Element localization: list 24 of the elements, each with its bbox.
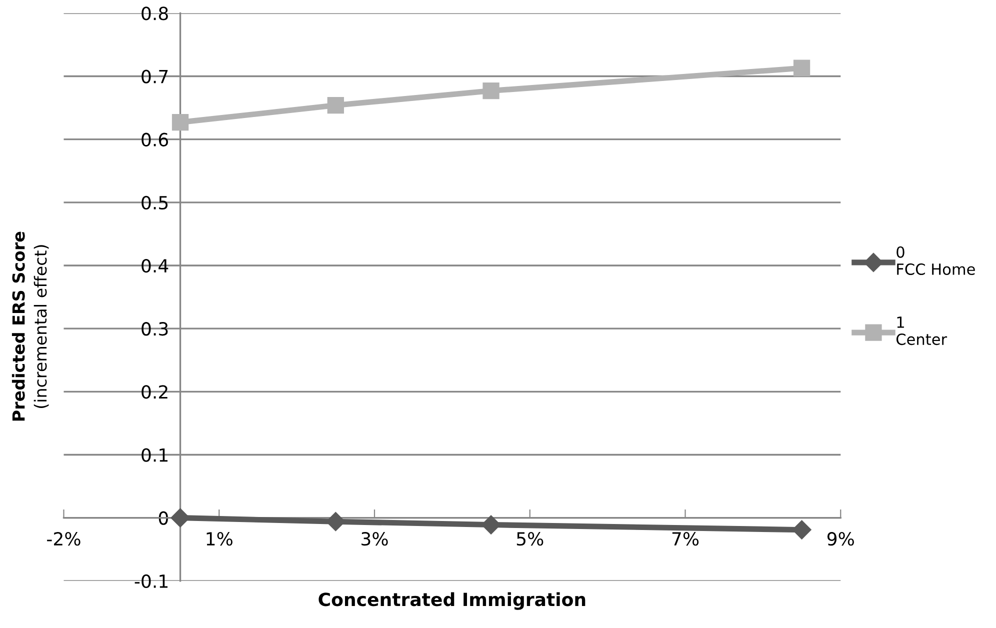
y-tick-label: 0.4 [142, 258, 168, 273]
y-tick-label: 0.1 [142, 448, 168, 462]
x-tick-label: 9% [827, 532, 854, 546]
y-tick-label: 0.2 [142, 385, 168, 399]
y-tick-label: 0.6 [142, 132, 168, 146]
y-axis-title: Predicted ERS Score (incremental effect) [12, 232, 49, 421]
x-tick-label: 5% [516, 532, 544, 546]
x-axis-title: Concentrated Immigration [318, 592, 586, 610]
x-tick-label: 7% [672, 532, 699, 546]
y-tick-label: -0.1 [134, 574, 168, 588]
legend-label: 1 Center [896, 316, 948, 346]
y-tick-label: 0.3 [142, 322, 168, 336]
legend-label: 0 FCC Home [896, 246, 975, 275]
y-tick-label: 0.5 [142, 196, 168, 210]
point [793, 60, 810, 76]
point [327, 96, 344, 114]
point [172, 114, 189, 131]
point [170, 508, 190, 528]
point [482, 82, 500, 100]
y-tick-label: 0.7 [142, 70, 168, 84]
y-tick-label: 0.8 [142, 6, 168, 20]
x-tick-label: 1% [206, 532, 232, 546]
x-tick-label: 3% [362, 532, 388, 546]
x-tick-label: -2% [47, 532, 80, 546]
